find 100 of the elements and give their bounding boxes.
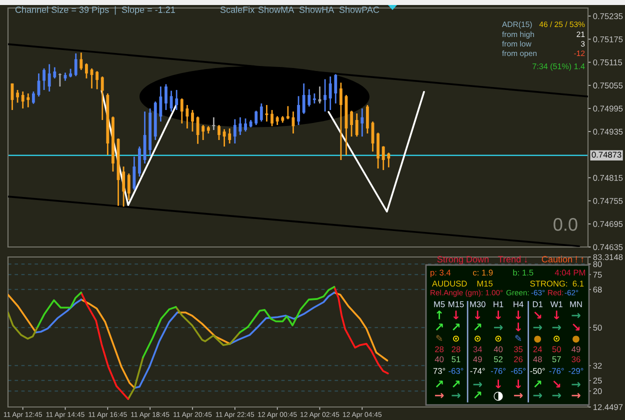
text: ◑ — [494, 392, 503, 401]
candlestick — [233, 118, 236, 144]
text: ↗ — [436, 324, 443, 330]
candlestick — [308, 88, 311, 108]
annotation: ShowPAC — [339, 6, 380, 13]
candlestick — [350, 110, 354, 138]
y-tick-label: 0.74695 — [593, 221, 623, 228]
text: c: 1.9 — [473, 270, 493, 276]
candlestick — [382, 145, 385, 171]
text: -74° — [470, 368, 485, 374]
text: ↘ — [572, 324, 580, 330]
candlestick — [32, 90, 35, 105]
annotation: ShowMA — [258, 6, 294, 13]
candlestick — [53, 66, 56, 80]
candlestick — [48, 63, 51, 92]
text: ✎ — [515, 335, 522, 341]
candlestick — [334, 74, 338, 104]
text: ✎ — [436, 335, 442, 341]
text: 36 — [572, 356, 580, 362]
text: ↗ — [474, 324, 482, 330]
text: 28 — [452, 346, 460, 352]
candlestick — [191, 109, 194, 132]
candlestick — [100, 76, 104, 121]
candlestick — [218, 124, 220, 141]
text: ↓ — [516, 380, 521, 388]
text: 50 — [552, 346, 561, 352]
candlestick — [159, 86, 162, 122]
candlestick — [122, 166, 126, 208]
candlestick — [328, 76, 332, 111]
y-tick-label: 32 — [593, 362, 602, 369]
y-tick-label: 0.74755 — [593, 198, 623, 204]
text: ⊙ — [453, 336, 459, 342]
y-tick-label: 25 — [593, 378, 602, 384]
text: ↓ — [516, 310, 521, 320]
text: p: 3.4 — [430, 270, 451, 278]
text: 26 — [514, 356, 523, 362]
text: → — [435, 392, 444, 398]
text: 24 — [533, 346, 542, 352]
candlestick — [254, 110, 258, 126]
y-tick-label: 0.75115 — [593, 59, 622, 66]
text: ↑ — [436, 310, 442, 320]
candlestick — [360, 108, 364, 138]
text: ↓ — [453, 310, 459, 320]
candlestick — [74, 52, 78, 77]
annotation: 0.0 — [554, 218, 578, 231]
candlestick — [42, 68, 46, 91]
text: STRONG: 6.1 — [530, 280, 584, 287]
text: -76° — [549, 368, 564, 374]
text: ↓ — [474, 310, 480, 320]
text: 48 — [533, 356, 542, 362]
text: → — [572, 312, 580, 318]
text: M15 — [448, 301, 464, 308]
y-tick-label: 50 — [593, 324, 602, 331]
text: → — [552, 392, 561, 398]
text: ↗ — [534, 380, 542, 388]
text: → — [494, 324, 503, 330]
text: ↓ — [496, 380, 501, 388]
text: 73° — [433, 368, 446, 374]
y-tick-label: 75 — [593, 272, 602, 278]
text: ● — [572, 336, 580, 343]
text: → — [552, 324, 561, 330]
annotation: ScaleFix — [220, 6, 255, 13]
text: D1 — [532, 301, 543, 308]
candlestick — [202, 124, 205, 141]
y-tick-label: 0.75055 — [593, 82, 623, 88]
candlestick — [222, 128, 226, 148]
candlestick — [127, 172, 130, 201]
y-tick-label: 0.74635 — [593, 244, 623, 250]
text: 57 — [552, 356, 561, 362]
text: → — [473, 382, 482, 388]
text: → — [533, 324, 542, 330]
candlestick — [318, 86, 322, 104]
text: H1 — [494, 301, 504, 308]
text: 34 — [473, 346, 482, 352]
candlestick — [212, 116, 216, 131]
y-tick-label: 68 — [593, 286, 602, 293]
text: M30 — [470, 301, 486, 308]
text: W1 — [550, 301, 562, 308]
text: 49 — [473, 356, 482, 362]
candlestick — [164, 84, 168, 111]
candlestick — [132, 156, 136, 191]
candlestick — [228, 128, 232, 144]
candlestick — [324, 78, 326, 112]
text: M15 — [477, 280, 493, 287]
y-tick-label: 0.74935 — [593, 128, 623, 135]
chart-title: Channel Size = 39 Pips | Slope = -1.21 — [15, 6, 175, 15]
text: -65° — [510, 368, 526, 374]
text: → — [514, 392, 523, 398]
annotation: Caution ! ↑ — [542, 256, 584, 263]
ref-line-label: 0.74873 — [592, 152, 622, 158]
text: ↗ — [452, 380, 460, 388]
candlestick — [85, 62, 88, 80]
text: ↗ — [436, 380, 443, 388]
text: ↗ — [474, 392, 482, 398]
text: → — [572, 392, 580, 398]
candlestick — [286, 105, 290, 120]
annotation: Trend ↓ — [498, 256, 527, 263]
text: 28 — [435, 346, 444, 352]
text: -63° — [448, 368, 464, 374]
candlestick — [312, 92, 316, 104]
